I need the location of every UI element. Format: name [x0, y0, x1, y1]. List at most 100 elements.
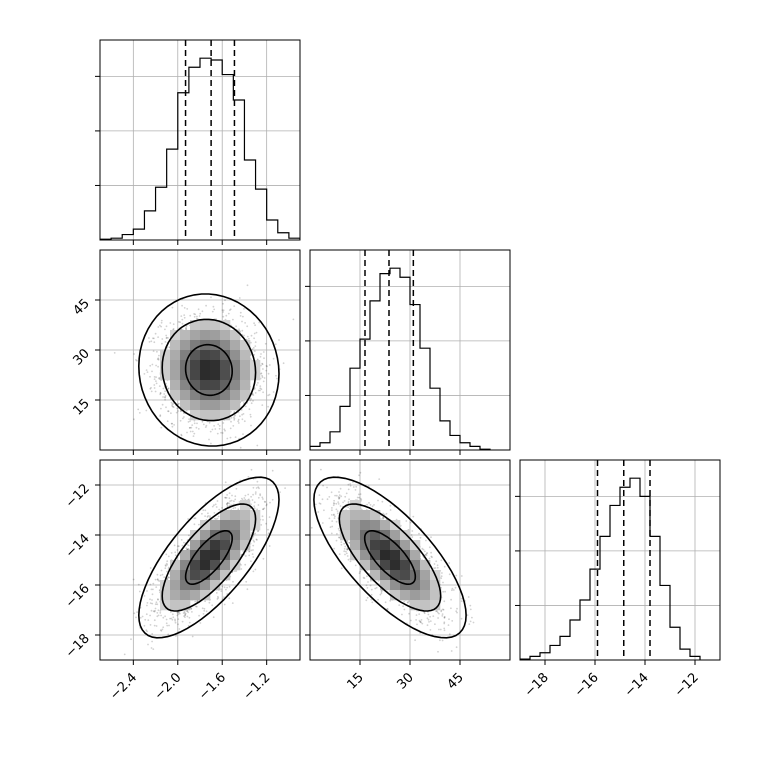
scatter-point — [150, 386, 152, 389]
scatter-point — [239, 446, 242, 449]
scatter-point — [218, 427, 221, 430]
scatter-point — [207, 512, 209, 515]
scatter-point — [149, 624, 152, 626]
scatter-point — [165, 336, 168, 339]
scatter-point — [260, 353, 262, 355]
scatter-point — [254, 491, 257, 493]
scatter-point — [143, 624, 146, 627]
scatter-point — [257, 530, 259, 533]
scatter-point — [233, 500, 235, 503]
scatter-point — [223, 428, 226, 431]
scatter-point — [136, 611, 139, 613]
scatter-point — [208, 421, 211, 424]
scatter-point — [248, 408, 251, 411]
scatter-point — [264, 501, 267, 503]
scatter-point — [171, 613, 174, 616]
scatter-point — [165, 406, 167, 409]
scatter-point — [159, 629, 162, 631]
scatter-point — [154, 332, 157, 335]
density-cell — [190, 340, 201, 351]
scatter-point — [247, 476, 250, 478]
scatter-point — [194, 517, 197, 520]
scatter-point — [254, 324, 256, 327]
scatter-point — [145, 369, 148, 371]
scatter-point — [193, 315, 196, 318]
scatter-point — [162, 387, 165, 390]
scatter-point — [228, 502, 231, 505]
scatter-p0-p1 — [113, 284, 295, 449]
scatter-point — [228, 492, 231, 494]
scatter-point — [153, 387, 156, 389]
scatter-point — [192, 435, 195, 437]
scatter-point — [180, 539, 183, 541]
scatter-point — [240, 568, 243, 570]
scatter-point — [246, 588, 249, 591]
scatter-point — [251, 393, 254, 395]
scatter-point — [261, 404, 264, 406]
scatter-point — [239, 315, 242, 317]
scatter-point — [189, 314, 192, 317]
scatter-point — [230, 420, 232, 423]
scatter-point — [172, 323, 175, 326]
scatter-point — [157, 326, 160, 328]
scatter-point — [233, 570, 236, 572]
scatter-point — [253, 387, 256, 390]
density-cell — [220, 320, 231, 331]
scatter-point — [246, 335, 249, 338]
scatter-point — [165, 325, 168, 328]
scatter-point — [147, 619, 150, 621]
scatter-point — [183, 610, 186, 613]
scatter-point — [255, 487, 258, 489]
scatter-point — [262, 557, 265, 560]
scatter-point — [245, 580, 248, 583]
scatter-point — [230, 417, 233, 419]
scatter-p0-p2 — [123, 468, 286, 656]
density-cell — [190, 390, 201, 401]
scatter-point — [163, 576, 166, 579]
density-cell — [220, 400, 231, 411]
scatter-point — [263, 507, 266, 510]
scatter-point — [204, 426, 207, 428]
scatter-point — [235, 487, 238, 490]
density-cell — [190, 330, 201, 341]
scatter-point — [164, 567, 167, 570]
scatter-point — [243, 334, 245, 337]
scatter-point — [244, 563, 247, 566]
scatter-point — [160, 614, 163, 617]
scatter-point — [143, 373, 146, 375]
scatter-point — [217, 515, 220, 518]
scatter-point — [239, 311, 242, 314]
scatter-point — [246, 284, 249, 287]
scatter-point — [257, 496, 260, 499]
scatter-point — [278, 339, 280, 341]
scatter-point — [228, 585, 231, 588]
density-cell — [200, 400, 211, 411]
scatter-point — [133, 353, 136, 355]
scatter-point — [274, 343, 277, 346]
scatter-point — [178, 628, 181, 630]
scatter-point — [145, 409, 148, 412]
scatter-point — [212, 616, 215, 619]
scatter-point — [251, 553, 254, 555]
scatter-point — [167, 337, 169, 339]
scatter-point — [195, 426, 198, 429]
density-cell — [220, 350, 231, 361]
density-cell — [220, 330, 231, 341]
density-p0-p1 — [160, 320, 261, 421]
density-cell — [190, 370, 201, 381]
scatter-point — [171, 425, 174, 428]
scatter-point — [177, 321, 180, 323]
scatter-point — [215, 592, 218, 594]
contour-level-1 — [161, 318, 257, 422]
scatter-point — [252, 556, 255, 558]
scatter-point — [238, 297, 241, 299]
scatter-point — [272, 391, 275, 393]
scatter-point — [221, 309, 224, 311]
scatter-point — [217, 423, 220, 426]
scatter-point — [252, 570, 255, 573]
scatter-point — [282, 362, 285, 365]
scatter-point — [133, 418, 135, 421]
scatter-point — [153, 384, 156, 386]
scatter-point — [242, 315, 244, 318]
scatter-point — [176, 549, 179, 551]
